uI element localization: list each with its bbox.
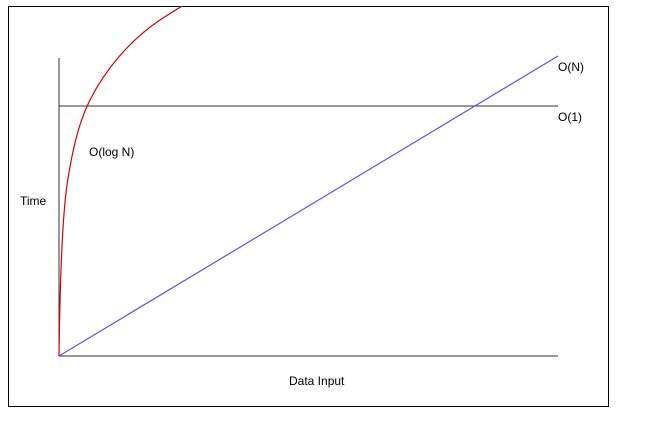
label-o-log-n: O(log N)	[89, 145, 134, 159]
linear-line	[58, 55, 559, 357]
y-axis-label: Time	[20, 194, 47, 208]
log-curve	[58, 6, 184, 357]
label-o-n: O(N)	[558, 60, 584, 74]
x-axis-label: Data Input	[289, 374, 345, 388]
label-o-1: O(1)	[558, 110, 582, 124]
